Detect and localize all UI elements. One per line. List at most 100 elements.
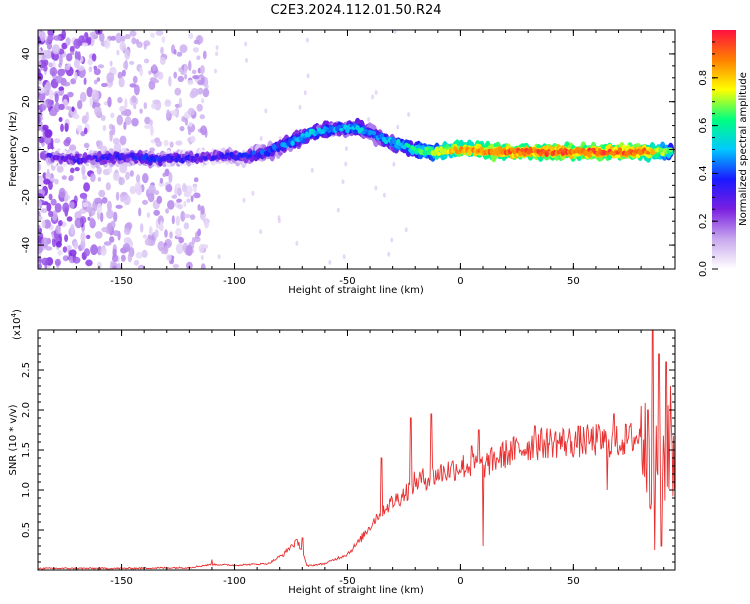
spectrogram-noise-cell xyxy=(195,88,204,95)
spectrogram-noise-cell xyxy=(104,38,111,49)
spectrogram-noise-cell xyxy=(109,131,113,142)
spectrogram-noise-cell xyxy=(43,178,51,185)
spectrogram-noise-cell xyxy=(52,51,60,61)
spectrogram-noise-cell xyxy=(108,165,113,173)
spectrogram-noise-cell xyxy=(101,82,108,88)
spectrogram-noise-cell xyxy=(131,37,137,45)
spectrogram-noise-cell xyxy=(259,136,263,141)
spectrogram-noise-cell xyxy=(122,243,130,252)
spectrogram-noise-cell xyxy=(79,91,87,103)
spectrogram-noise-cell xyxy=(158,181,165,187)
spectrogram-noise-cell xyxy=(124,98,128,109)
spectrogram-noise-cell xyxy=(192,47,199,53)
spectrogram-noise-cell xyxy=(183,201,187,207)
spectrogram-noise-cell xyxy=(80,239,86,250)
spectrogram-noise-cell xyxy=(144,238,151,246)
spectrogram-noise-cell xyxy=(54,258,62,266)
spectrogram-noise-cell xyxy=(65,37,71,46)
spectrogram-ridge-cell xyxy=(660,152,665,157)
spectrogram-noise-cell xyxy=(79,208,85,214)
spectrogram-noise-cell xyxy=(71,106,75,112)
spectrogram-noise-cell xyxy=(72,256,81,264)
spectrogram-noise-cell xyxy=(374,90,378,95)
spectrogram-noise-cell xyxy=(185,185,193,194)
spectrogram-noise-cell xyxy=(38,142,41,147)
spectrogram-noise-cell xyxy=(174,87,182,96)
spectrogram-noise-cell xyxy=(38,193,43,198)
spectrogram-noise-cell xyxy=(180,210,186,222)
spectrogram-noise-cell xyxy=(134,182,141,191)
spectrogram-noise-cell xyxy=(70,167,75,174)
spectrogram-noise-cell xyxy=(180,69,186,76)
spectrogram-noise-cell xyxy=(144,124,152,129)
spectrogram-noise-cell xyxy=(107,96,112,108)
spectrogram-noise-cell xyxy=(387,251,391,257)
spectrogram-noise-cell xyxy=(39,30,46,42)
snr-background xyxy=(38,330,675,570)
spectrogram-noise-cell xyxy=(97,261,102,269)
spectrogram-noise-cell xyxy=(166,109,171,119)
spectrogram-noise-cell xyxy=(204,220,210,229)
spectrogram-ridge-cell xyxy=(436,152,442,156)
spectrogram-noise-cell xyxy=(393,30,397,34)
spectrogram-noise-cell xyxy=(245,57,248,63)
spectrogram-noise-cell xyxy=(43,219,51,229)
spectrogram-ridge-cell xyxy=(144,153,149,159)
spectrogram-noise-cell xyxy=(93,197,102,203)
spectrogram-noise-cell xyxy=(303,90,307,96)
spectrogram-noise-cell xyxy=(38,216,43,221)
spectrogram-noise-cell xyxy=(169,141,174,148)
spectrogram-ridge-cell xyxy=(266,151,271,157)
spectrogram-noise-cell xyxy=(342,254,346,260)
spectrogram-noise-cell xyxy=(46,202,52,212)
spectrogram-noise-cell xyxy=(105,182,111,191)
spectrogram-noise-cell xyxy=(113,211,118,222)
spectrogram-noise-cell xyxy=(53,35,62,41)
spectrogram-noise-cell xyxy=(187,126,192,136)
spectrogram-noise-cell xyxy=(106,72,115,83)
spectrogram-noise-cell xyxy=(132,75,138,84)
spectrogram-noise-cell xyxy=(66,245,72,250)
x-tick-label: -150 xyxy=(110,276,133,287)
spectrogram-noise-cell xyxy=(49,89,54,100)
snr-y-label: SNR (10 * v/v) xyxy=(8,404,19,475)
spectrogram-ridge-cell xyxy=(434,146,440,153)
spectrogram-noise-cell xyxy=(147,192,155,203)
spectrogram-noise-cell xyxy=(38,176,45,188)
spectrogram-ridge-cell xyxy=(337,124,342,130)
spectrogram-noise-cell xyxy=(392,161,396,167)
spectrogram-noise-cell xyxy=(46,168,50,177)
spectrogram-noise-cell xyxy=(202,88,210,98)
spectrogram-noise-cell xyxy=(118,177,125,186)
spectrogram-noise-cell xyxy=(109,60,113,67)
spectrogram-noise-cell xyxy=(374,185,378,191)
spectrogram-noise-cell xyxy=(73,38,81,49)
spectrogram-noise-cell xyxy=(90,173,96,183)
spectrogram-noise-cell xyxy=(199,114,205,120)
spectrogram-noise-cell xyxy=(173,71,177,79)
spectrogram-noise-cell xyxy=(101,227,109,233)
spectrogram-noise-cell xyxy=(183,222,190,230)
spectrogram-ridge-cell xyxy=(406,143,411,148)
spectrogram-noise-cell xyxy=(87,216,91,221)
y-tick-label: 1.5 xyxy=(21,442,32,458)
spectrogram-noise-cell xyxy=(163,139,169,147)
spectrogram-noise-cell xyxy=(85,259,93,267)
spectrogram-noise-cell xyxy=(65,64,71,71)
spectrogram-noise-cell xyxy=(64,234,69,242)
spectrogram-noise-cell xyxy=(83,182,90,192)
spectrogram-ridge-cell xyxy=(103,153,108,158)
spectrogram-noise-cell xyxy=(42,124,49,131)
spectrogram-noise-cell xyxy=(139,265,143,269)
spectrogram-noise-cell xyxy=(215,51,219,57)
spectrogram-noise-cell xyxy=(58,62,62,68)
spectrogram-noise-cell xyxy=(109,236,115,243)
spectrogram-y-label: Frequency (Hz) xyxy=(8,111,19,187)
spectrogram-noise-cell xyxy=(298,104,302,110)
y-tick-label: -40 xyxy=(21,237,32,253)
spectrogram-ridge-cell xyxy=(235,155,240,161)
spectrogram-noise-cell xyxy=(45,246,53,251)
spectrogram-noise-cell xyxy=(148,80,156,90)
spectrogram-noise-cell xyxy=(129,60,135,65)
spectrogram-noise-cell xyxy=(162,172,167,177)
